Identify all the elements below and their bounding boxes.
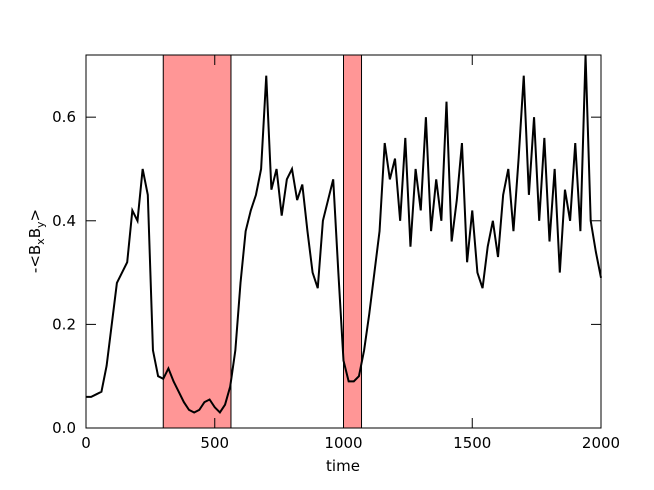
y-tick-label: 0.2 [52,315,76,333]
y-label-sub: y [34,221,47,228]
data-line [86,54,602,415]
y-tick-label: 0.4 [52,212,76,230]
x-tick-label: 1500 [453,434,491,452]
y-axis-label: -<BxBy> [26,209,47,273]
shaded-region [162,54,232,429]
x-tick-label: 0 [81,434,91,452]
y-label-part: > [26,209,44,222]
y-tick-label: 0.6 [52,108,76,126]
x-tick-label: 2000 [582,434,620,452]
y-label-part: -<B [26,245,44,273]
x-axis-label: time [326,457,360,475]
x-tick-label: 500 [200,434,229,452]
x-tick-label: 1000 [324,434,362,452]
y-label-sub: x [34,238,47,245]
y-label-part: B [26,228,44,238]
y-tick-label: 0.0 [52,419,76,437]
